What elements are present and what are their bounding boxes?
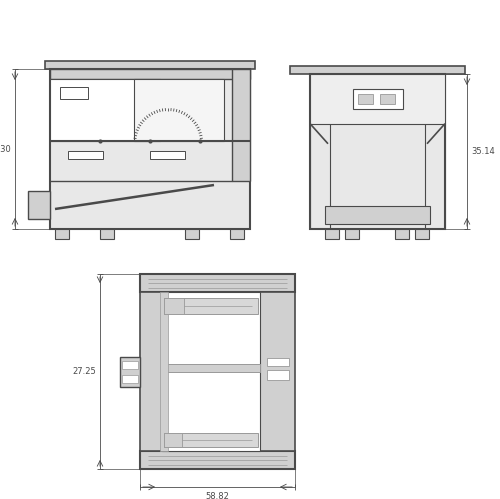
Bar (325, 206, 430, 224)
Text: 44.30: 44.30 (0, 145, 11, 154)
Bar (150, 151, 185, 159)
Bar (50, 79, 160, 141)
Bar (310, 74, 445, 124)
Bar (122, 361, 138, 369)
Bar (380, 94, 394, 104)
Circle shape (269, 427, 277, 435)
Text: 27.25: 27.25 (72, 367, 96, 376)
Bar (232, 69, 250, 181)
Bar (164, 298, 258, 314)
Bar (164, 298, 184, 314)
Bar (162, 292, 260, 451)
Bar (140, 292, 162, 451)
Bar (164, 433, 182, 447)
Bar (55, 229, 69, 239)
Bar (60, 87, 88, 99)
Bar (267, 358, 289, 366)
Bar (140, 274, 295, 292)
Text: 35.14: 35.14 (471, 147, 495, 156)
Bar (50, 69, 250, 229)
Bar (325, 229, 339, 239)
Bar (415, 229, 429, 239)
Bar (185, 229, 199, 239)
Bar (28, 191, 50, 219)
Bar (45, 61, 255, 69)
Bar (345, 229, 359, 239)
Bar (310, 74, 445, 229)
Bar (260, 292, 295, 451)
Bar (230, 229, 244, 239)
Bar (352, 89, 403, 109)
Bar (162, 364, 260, 372)
Bar (164, 433, 258, 447)
Bar (68, 151, 103, 159)
Bar (50, 69, 250, 79)
Bar (290, 66, 465, 74)
Bar (267, 370, 289, 380)
Bar (120, 357, 140, 387)
Bar (160, 292, 168, 451)
Bar (122, 375, 138, 383)
Bar (395, 229, 409, 239)
Text: 58.82: 58.82 (206, 492, 230, 499)
Bar (140, 451, 295, 469)
Bar (134, 79, 224, 141)
Bar (100, 229, 114, 239)
Circle shape (269, 306, 277, 314)
Bar (358, 94, 372, 104)
